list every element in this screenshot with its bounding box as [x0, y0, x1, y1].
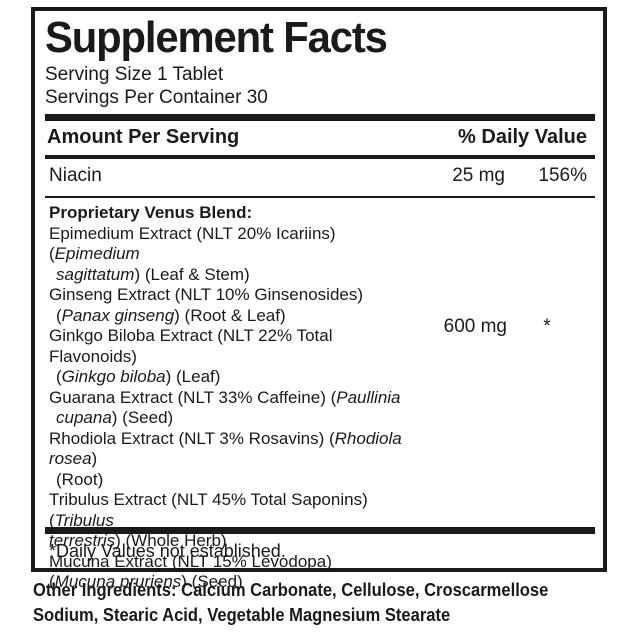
divider-under-niacin	[45, 196, 595, 198]
blend-items-container: Epimedium Extract (NLT 20% Icariins) (Ep…	[49, 224, 403, 593]
blend-item: Ginseng Extract (NLT 10% Ginsenosides) (P…	[49, 285, 403, 326]
footnote-text: *Daily Values not established.	[49, 541, 286, 561]
blend-item-line-primary: Rhodiola Extract (NLT 3% Rosavins) (Rhod…	[49, 428, 402, 469]
blend-title: Proprietary Venus Blend:	[49, 203, 253, 222]
footnote-section: *Daily Values not established.	[45, 522, 595, 562]
blend-item-line-primary: Epimedium Extract (NLT 20% Icariins) (Ep…	[49, 223, 336, 264]
blend-item: Ginkgo Biloba Extract (NLT 22% Total Fla…	[49, 326, 403, 388]
blend-item: Tribulus Extract (NLT 45% Total Saponins…	[49, 490, 403, 552]
latin-binomial: cupana	[56, 408, 112, 427]
divider-heavy-bottom	[45, 527, 595, 534]
blend-item-line-continuation: cupana) (Seed)	[56, 408, 174, 427]
other-ingredients-text: Other Ingredients: Calcium Carbonate, Ce…	[33, 580, 549, 625]
latin-binomial: Mucuna pruriens	[54, 572, 182, 591]
blend-item-line-primary: Guarana Extract (NLT 33% Caffeine) (Paul…	[49, 387, 401, 407]
latin-binomial: Epimedium	[54, 244, 140, 263]
nutrient-daily-value: 156%	[538, 165, 587, 186]
blend-amount: 600 mg	[443, 316, 507, 337]
blend-item-line-continuation: terrestris) (Whole Herb)	[49, 531, 227, 550]
page-title: Supplement Facts	[45, 13, 388, 62]
blend-item-line-primary: Ginkgo Biloba Extract (NLT 22% Total Fla…	[49, 326, 333, 366]
proprietary-blend-section: Proprietary Venus Blend: Epimedium Extra…	[45, 198, 595, 593]
daily-value-header: % Daily Value	[458, 126, 587, 148]
blend-item-line-primary: Ginseng Extract (NLT 10% Ginsenosides)	[49, 285, 364, 304]
nutrient-amount: 25 mg	[452, 165, 505, 186]
blend-item: Rhodiola Extract (NLT 3% Rosavins) (Rhod…	[49, 429, 403, 491]
blend-item-line-continuation: (Mucuna pruriens) (Seed)	[49, 572, 243, 591]
blend-item: Guarana Extract (NLT 33% Caffeine) (Paul…	[49, 388, 403, 429]
nutrient-name: Niacin	[49, 165, 102, 186]
latin-binomial: Paullinia	[336, 387, 401, 407]
servings-per-container-text: Servings Per Container 30	[45, 87, 268, 108]
latin-binomial: Panax ginseng	[61, 305, 175, 325]
latin-binomial: sagittatum	[56, 264, 135, 284]
latin-binomial: terrestris	[49, 531, 116, 550]
latin-binomial: Ginkgo biloba	[61, 367, 166, 386]
blend-item-line-continuation: (Ginkgo biloba) (Leaf)	[56, 367, 221, 386]
column-headers: Amount Per Serving % Daily Value	[45, 121, 595, 152]
table-row-niacin: Niacin 25 mg 156%	[45, 159, 595, 192]
blend-daily-value: *	[543, 316, 551, 337]
blend-item-line-continuation: (Root)	[56, 469, 104, 489]
blend-item-line-primary: Mucuna Extract (NLT 15% Levodopa)	[49, 551, 332, 571]
divider-heavy-top	[45, 114, 595, 121]
blend-item-line-continuation: (Panax ginseng) (Root & Leaf)	[56, 305, 286, 325]
blend-ingredient-list: Proprietary Venus Blend: Epimedium Extra…	[49, 203, 403, 593]
blend-item: Epimedium Extract (NLT 20% Icariins) (Ep…	[49, 224, 403, 286]
blend-item: Mucuna Extract (NLT 15% Levodopa) (Mucuna…	[49, 552, 403, 593]
blend-item-line-primary: Tribulus Extract (NLT 45% Total Saponins…	[49, 490, 368, 530]
amount-per-serving-header: Amount Per Serving	[47, 126, 240, 148]
facts-panel: Supplement Facts Serving Size 1 Tablet S…	[31, 7, 607, 591]
divider-under-headers	[45, 155, 595, 159]
serving-size-text: Serving Size 1 Tablet	[45, 64, 224, 85]
latin-binomial: Tribulus	[54, 510, 114, 530]
latin-binomial: Rhodiola rosea	[49, 428, 402, 469]
blend-item-line-continuation: sagittatum) (Leaf & Stem)	[56, 264, 250, 284]
blend-values: 600 mg *	[403, 203, 595, 338]
